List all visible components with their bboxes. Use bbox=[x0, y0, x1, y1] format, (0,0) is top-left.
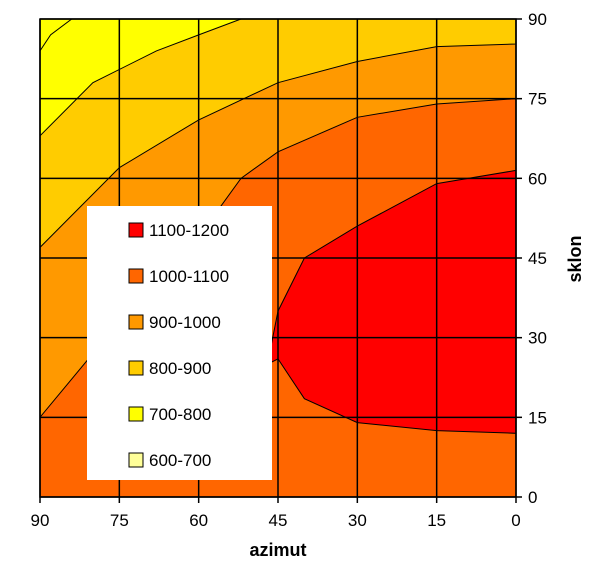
y-tick-label: 45 bbox=[528, 249, 547, 268]
legend-swatch bbox=[128, 452, 144, 468]
legend-label: 600-700 bbox=[149, 451, 211, 470]
x-tick-label: 15 bbox=[427, 511, 446, 530]
legend: 1100-1200 1000-1100 900-1000 800-900 700-800… bbox=[87, 206, 272, 480]
x-tick-label: 75 bbox=[110, 511, 129, 530]
y-tick-label: 0 bbox=[528, 488, 537, 507]
legend-swatch bbox=[128, 406, 144, 422]
x-tick-label: 60 bbox=[189, 511, 208, 530]
y-tick-label: 60 bbox=[528, 169, 547, 188]
x-tick-label: 90 bbox=[31, 511, 50, 530]
x-axis-ticks: 90 75 60 45 30 15 0 bbox=[31, 497, 521, 530]
legend-swatch bbox=[128, 360, 144, 376]
legend-label: 1100-1200 bbox=[149, 221, 229, 240]
legend-swatch bbox=[128, 314, 144, 330]
legend-box bbox=[87, 206, 272, 480]
x-axis-title: azimut bbox=[249, 540, 306, 560]
x-tick-label: 45 bbox=[269, 511, 288, 530]
x-tick-label: 30 bbox=[348, 511, 367, 530]
x-tick-label: 0 bbox=[511, 511, 520, 530]
legend-swatch bbox=[128, 222, 144, 238]
y-tick-label: 90 bbox=[528, 10, 547, 29]
y-tick-label: 15 bbox=[528, 408, 547, 427]
y-axis-title: sklon bbox=[565, 235, 585, 282]
y-tick-label: 30 bbox=[528, 329, 547, 348]
legend-label: 900-1000 bbox=[149, 313, 221, 332]
legend-label: 800-900 bbox=[149, 359, 211, 378]
legend-label: 1000-1100 bbox=[149, 267, 229, 286]
legend-swatch bbox=[128, 268, 144, 284]
y-axis-ticks: 0 15 30 45 60 75 90 bbox=[516, 10, 547, 507]
y-tick-label: 75 bbox=[528, 90, 547, 109]
legend-label: 700-800 bbox=[149, 405, 211, 424]
